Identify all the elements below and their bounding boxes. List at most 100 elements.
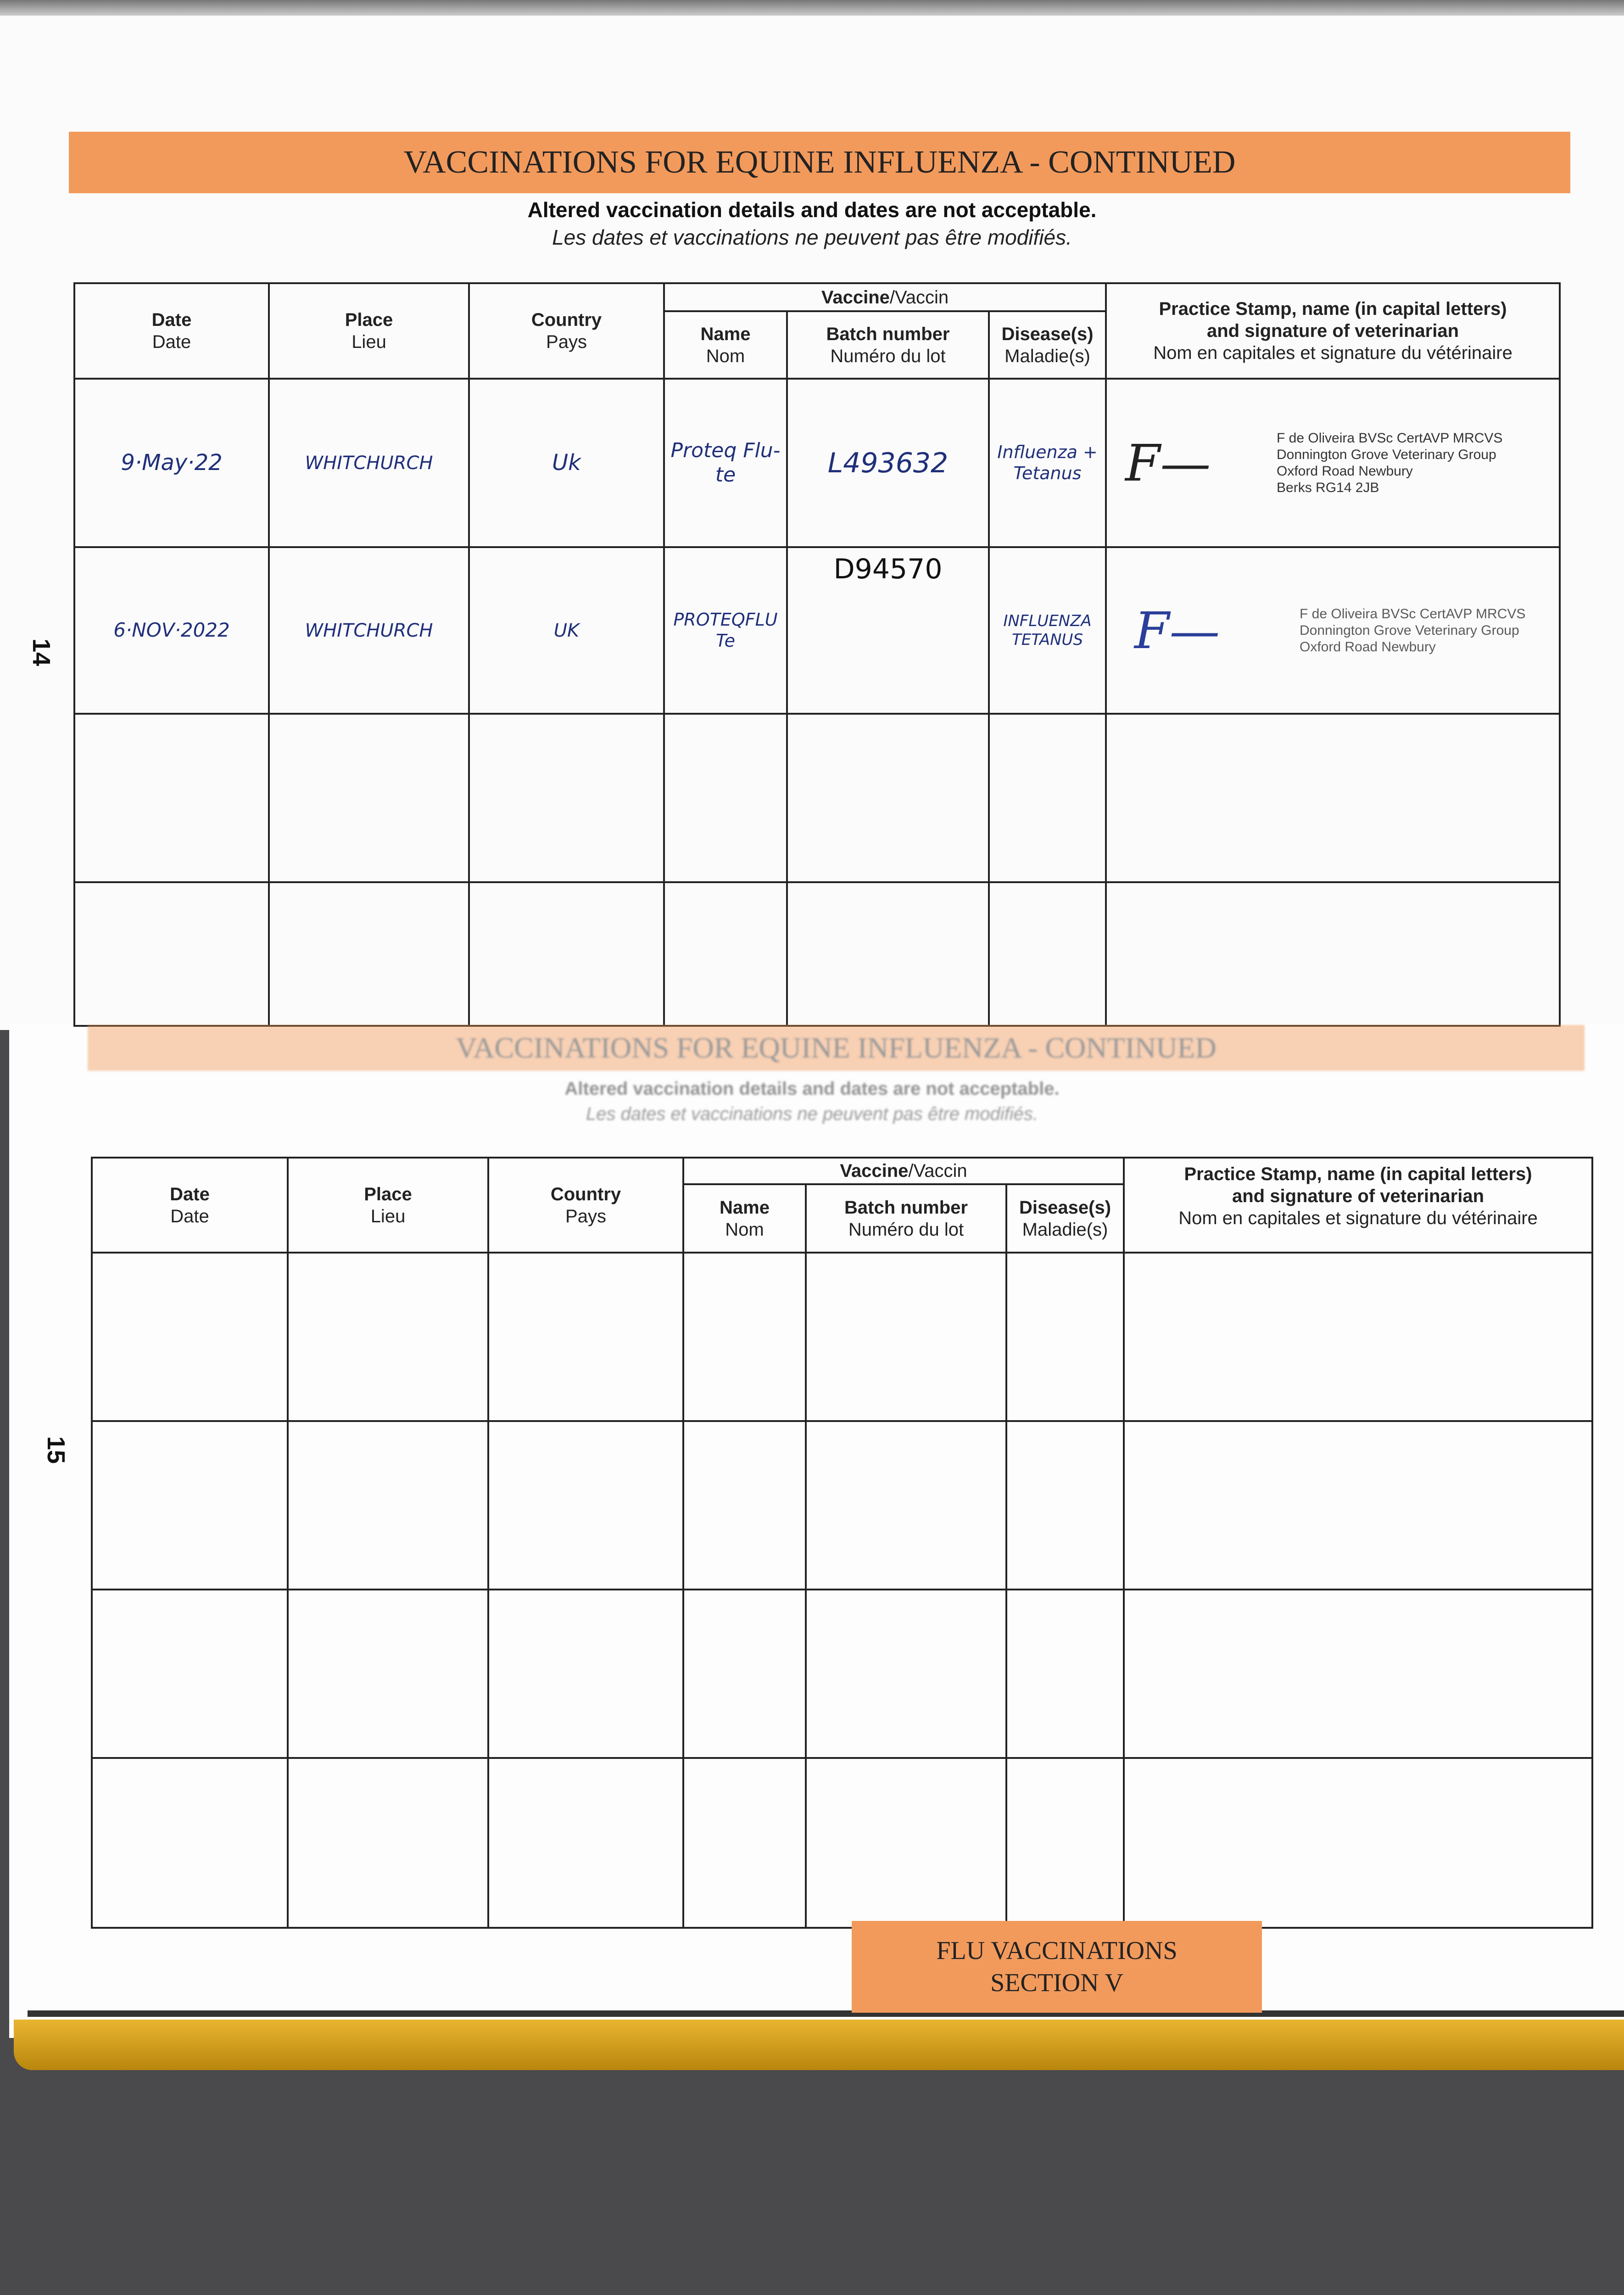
empty-cell [73,713,270,883]
section-label-line2: SECTION V [990,1969,1123,1997]
table-row [73,713,1561,883]
table-row [91,1757,1594,1929]
col-practice-stamp: Practice Stamp, name (in capital letters… [1123,1157,1594,1254]
col-disease: Disease(s) Maladie(s) [988,310,1107,380]
empty-cell [1123,1420,1594,1590]
place-cell: WHITCHURCH [268,546,470,715]
empty-cell [682,1757,807,1929]
empty-cell [268,881,470,1027]
country-cell: UK [468,546,665,715]
notice-fr-faded: Les dates et vaccinations ne peuvent pas… [586,1104,1038,1124]
empty-cell [287,1420,489,1590]
col-date: Date Date [73,282,270,380]
col-practice-stamp: Practice Stamp, name (in capital letters… [1105,282,1561,380]
batch-cell: L493632 [786,378,990,548]
empty-cell [805,1252,1007,1422]
col-country: Country Pays [468,282,665,380]
table-row: 9·May·22 WHITCHURCH Uk Proteq Flu-te L49… [73,378,1561,548]
table-row: 6·NOV·2022 WHITCHURCH UK PROTEQFLU Te D9… [73,546,1561,715]
empty-cell [487,1589,684,1759]
empty-cell [988,713,1107,883]
empty-cell [786,713,990,883]
empty-cell [91,1252,289,1422]
practice-stamp: F de Oliveira BVSc CertAVP MRCVS Donningt… [1300,606,1526,655]
col-place: Place Lieu [287,1157,489,1254]
empty-cell [1123,1252,1594,1422]
section-title-bar-faded: VACCINATIONS FOR EQUINE INFLUENZA - CONT… [88,1025,1585,1071]
empty-cell [1005,1252,1125,1422]
empty-cell [805,1589,1007,1759]
empty-cell [468,713,665,883]
empty-cell [682,1252,807,1422]
empty-cell [91,1589,289,1759]
col-batch: Batch number Numéro du lot [786,310,990,380]
veterinarian-signature: F— [1125,433,1211,493]
empty-cell [287,1757,489,1929]
col-name: Name Nom [663,310,788,380]
date-cell: 9·May·22 [73,378,270,548]
col-place: Place Lieu [268,282,470,380]
page-number: 15 [42,1436,70,1464]
empty-cell [487,1757,684,1929]
notice-en-faded: Altered vaccination details and dates ar… [564,1079,1060,1099]
vaccine-name-cell: Proteq Flu-te [663,378,788,548]
empty-cell [805,1757,1007,1929]
empty-cell [1123,1589,1594,1759]
booklet-cover-edge [14,2020,1624,2070]
disease-cell: Influenza + Tetanus [988,378,1107,548]
empty-cell [1123,1757,1594,1929]
empty-cell [805,1420,1007,1590]
section-title-bar: VACCINATIONS FOR EQUINE INFLUENZA - CONT… [69,132,1570,193]
empty-cell [786,881,990,1027]
veterinarian-signature: F— [1134,601,1220,660]
table-row [73,881,1561,1027]
practice-stamp: F de Oliveira BVSc CertAVP MRCVS Donningt… [1277,430,1503,495]
empty-cell [682,1589,807,1759]
empty-cell [663,881,788,1027]
empty-cell [1105,881,1561,1027]
col-batch: Batch number Numéro du lot [805,1183,1007,1254]
vaccine-name-cell: PROTEQFLU Te [663,546,788,715]
page-edge [28,2010,1624,2017]
section-label-box: FLU VACCINATIONS SECTION V [852,1921,1262,2013]
empty-cell [1005,1589,1125,1759]
country-cell: Uk [468,378,665,548]
empty-cell [988,881,1107,1027]
table-row [91,1252,1594,1422]
empty-cell [91,1757,289,1929]
col-country: Country Pays [487,1157,684,1254]
empty-cell [287,1252,489,1422]
stamp-cell: F— F de Oliveira BVSc CertAVP MRCVS Donni… [1105,546,1561,715]
empty-cell [1005,1420,1125,1590]
empty-cell [73,881,270,1027]
vaccination-table-page-14: Date Date Place Lieu Country Pays Vaccine/V… [73,282,1561,1027]
empty-cell [468,881,665,1027]
notice-en: Altered vaccination details and dates ar… [527,198,1097,222]
notice-fr: Les dates et vaccinations ne peuvent pas… [552,225,1072,249]
empty-cell [487,1420,684,1590]
empty-cell [663,713,788,883]
empty-cell [91,1420,289,1590]
empty-cell [287,1589,489,1759]
batch-cell: D94570 [786,546,990,715]
disease-cell: INFLUENZA TETANUS [988,546,1107,715]
vaccination-table-page-15: Date Date Place Lieu Country Pays Vaccine/V… [91,1157,1594,1929]
section-label-line1: FLU VACCINATIONS [936,1937,1178,1965]
place-cell: WHITCHURCH [268,378,470,548]
col-vaccine-group: Vaccine/Vaccin [682,1157,1125,1185]
col-date: Date Date [91,1157,289,1254]
table-row [91,1589,1594,1759]
empty-cell [487,1252,684,1422]
scan-top-edge [0,0,1624,16]
empty-cell [268,713,470,883]
empty-cell [1105,713,1561,883]
table-row [91,1420,1594,1590]
empty-cell [682,1420,807,1590]
col-disease: Disease(s) Maladie(s) [1005,1183,1125,1254]
stamp-cell: F— F de Oliveira BVSc CertAVP MRCVS Donni… [1105,378,1561,548]
date-cell: 6·NOV·2022 [73,546,270,715]
col-name: Name Nom [682,1183,807,1254]
page-number: 14 [28,638,56,666]
empty-cell [1005,1757,1125,1929]
col-vaccine-group: Vaccine/Vaccin [663,282,1107,312]
